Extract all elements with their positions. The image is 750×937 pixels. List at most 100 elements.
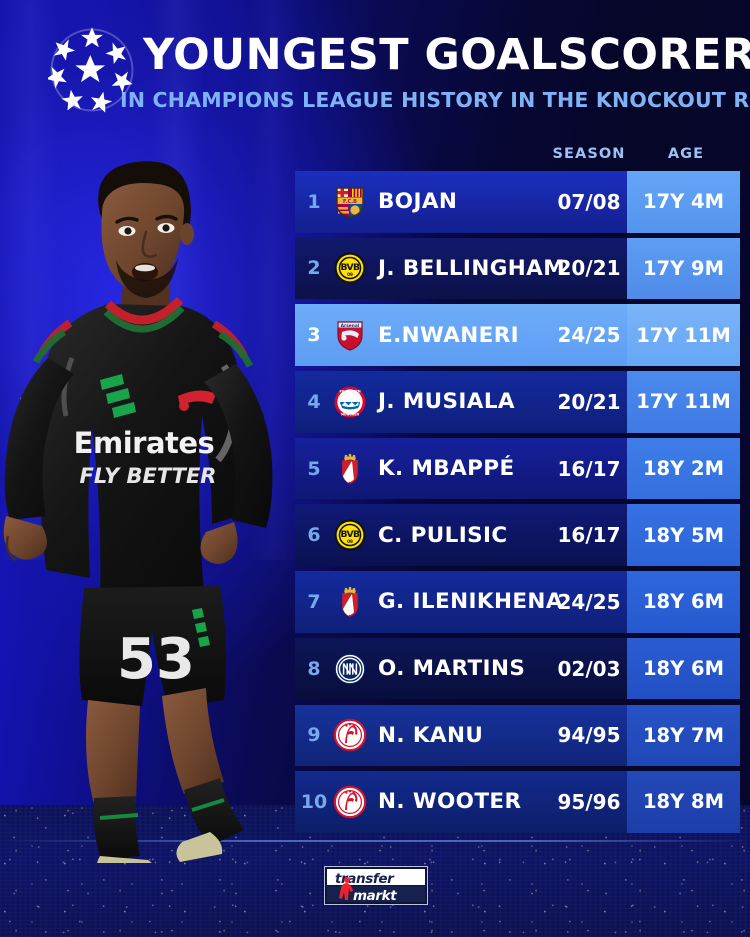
age-cell: 17Y 11M <box>627 304 740 366</box>
age-cell: 17Y 4M <box>627 171 740 233</box>
ajax-crest-icon <box>333 785 367 819</box>
uefa-champions-league-starball-icon <box>48 27 136 114</box>
table-row[interactable]: 9 N. KANU 94/95 18Y 7M <box>295 704 740 766</box>
season-value: 94/95 <box>557 723 621 748</box>
row-main-cell: 1 F.C.B BOJAN 07/08 <box>295 171 627 233</box>
age-value: 18Y 8M <box>642 790 725 814</box>
table-column-headers: SEASON AGE <box>0 146 750 170</box>
table-row[interactable]: 1 F.C.B BOJAN 07/08 17Y 4M <box>295 171 740 233</box>
ajax-crest-icon <box>333 718 367 752</box>
svg-text:BVB: BVB <box>341 529 361 540</box>
row-main-cell: 6 BVB 09 C. PULISIC 16/17 <box>295 504 627 566</box>
table-row[interactable]: 4 FC BAYERN MÜNCHEN J. MUSIALA 20/21 17Y 11… <box>295 371 740 433</box>
age-value: 17Y 4M <box>642 190 725 214</box>
svg-text:09: 09 <box>347 539 353 544</box>
age-cell: 18Y 6M <box>627 637 740 700</box>
row-main-cell: 2 BVB 09 J. BELLINGHAM 20/21 <box>295 237 627 300</box>
age-value: 18Y 2M <box>642 457 725 480</box>
season-value: 02/03 <box>557 656 621 681</box>
barcelona-crest-icon: F.C.B <box>333 185 367 219</box>
svg-text:BVB: BVB <box>341 262 361 273</box>
dortmund-bvb-icon: BVB 09 <box>333 518 367 552</box>
player-photo: Emirates FLY BETTER 53 <box>3 161 273 863</box>
rank-number: 6 <box>307 524 321 547</box>
player-name: C. PULISIC <box>378 522 508 548</box>
row-main-cell: 3 Arsenal E.NWANERI 24/25 <box>295 304 627 366</box>
age-value: 18Y 6M <box>642 657 725 681</box>
table-row[interactable]: 7 G. ILENIKHENA 24/25 18Y 6M <box>295 571 740 633</box>
svg-text:09: 09 <box>347 272 353 277</box>
season-value: 20/21 <box>557 389 621 414</box>
rank-number: 5 <box>307 457 321 480</box>
logo-word-markt: markt <box>353 887 397 904</box>
logo-word-transfer: transfer <box>335 870 394 887</box>
row-main-cell: 8 O. MARTINS 02/03 <box>295 637 627 700</box>
rank-number: 8 <box>307 657 321 680</box>
svg-text:53: 53 <box>117 627 195 692</box>
logo-player-figure-icon <box>339 877 353 900</box>
season-value: 16/17 <box>557 523 621 548</box>
table-row[interactable]: 2 BVB 09 J. BELLINGHAM 20/21 17Y 9M <box>295 237 740 300</box>
age-cell: 17Y 11M <box>627 371 740 433</box>
crowd-separator-line <box>0 840 750 842</box>
svg-text:FLY BETTER: FLY BETTER <box>80 464 217 488</box>
column-header-age: AGE <box>667 146 705 162</box>
rank-number: 9 <box>307 724 321 747</box>
age-value: 18Y 7M <box>642 723 725 747</box>
header: YOUNGEST GOALSCORERS IN CHAMPIONS LEAGUE… <box>0 0 750 128</box>
rank-number: 10 <box>300 790 328 813</box>
table-row[interactable]: 5 K. MBAPPÉ 16/17 18Y 2M <box>295 437 740 500</box>
player-name: N. WOOTER <box>378 789 522 815</box>
player-name: J. MUSIALA <box>378 389 515 415</box>
season-value: 16/17 <box>557 456 621 481</box>
age-value: 18Y 6M <box>642 590 725 614</box>
age-cell: 18Y 5M <box>627 504 740 566</box>
age-cell: 18Y 2M <box>627 437 740 500</box>
transfermarkt-logo-icon: transfer markt <box>324 866 428 905</box>
logo-top-band: transfer <box>327 869 425 887</box>
row-main-cell: 9 N. KANU 94/95 <box>295 704 627 766</box>
row-main-cell: 7 G. ILENIKHENA 24/25 <box>295 571 627 633</box>
table-row[interactable]: 6 BVB 09 C. PULISIC 16/17 18Y 5M <box>295 504 740 566</box>
rank-number: 3 <box>307 324 321 347</box>
rank-number: 7 <box>307 590 321 613</box>
arsenal-crest-icon: Arsenal <box>333 318 367 352</box>
svg-text:FC BAYERN: FC BAYERN <box>339 389 360 393</box>
player-name: E.NWANERI <box>378 322 520 348</box>
rank-number: 4 <box>307 390 321 413</box>
season-value: 24/25 <box>557 589 621 614</box>
svg-text:F.C.B: F.C.B <box>343 199 357 205</box>
age-value: 17Y 9M <box>642 256 725 280</box>
age-cell: 18Y 6M <box>627 571 740 633</box>
row-main-cell: 10 N. WOOTER 95/96 <box>295 771 627 833</box>
season-value: 95/96 <box>557 789 621 814</box>
page-subtitle: IN CHAMPIONS LEAGUE HISTORY IN THE KNOCK… <box>120 88 750 112</box>
ranking-table: 1 F.C.B BOJAN 07/08 17Y 4M 2 BVB 09 J. BELLI… <box>295 171 740 838</box>
player-name: G. ILENIKHENA <box>378 589 563 615</box>
player-name: J. BELLINGHAM <box>378 255 565 281</box>
monaco-crest-icon <box>333 452 367 486</box>
dortmund-bvb-icon: BVB 09 <box>333 251 367 285</box>
bayern-munich-icon: FC BAYERN MÜNCHEN <box>333 385 367 419</box>
rank-number: 1 <box>307 190 321 213</box>
age-value: 17Y 11M <box>636 390 731 414</box>
player-name: N. KANU <box>378 722 484 748</box>
svg-text:Emirates: Emirates <box>74 426 215 460</box>
table-row[interactable]: 8 O. MARTINS 02/03 18Y 6M <box>295 637 740 700</box>
season-value: 20/21 <box>557 256 621 281</box>
player-name: BOJAN <box>378 189 458 215</box>
age-cell: 18Y 8M <box>627 771 740 833</box>
season-value: 07/08 <box>557 189 621 214</box>
row-main-cell: 4 FC BAYERN MÜNCHEN J. MUSIALA 20/21 <box>295 371 627 433</box>
table-row[interactable]: 10 N. WOOTER 95/96 18Y 8M <box>295 771 740 833</box>
player-name: O. MARTINS <box>378 656 526 682</box>
age-value: 17Y 11M <box>636 323 731 347</box>
season-value: 24/25 <box>557 323 621 348</box>
age-cell: 17Y 9M <box>627 237 740 300</box>
svg-text:Arsenal: Arsenal <box>341 323 360 329</box>
table-row[interactable]: 3 Arsenal E.NWANERI 24/25 17Y 11M <box>295 304 740 366</box>
rank-number: 2 <box>307 257 321 280</box>
monaco-crest-icon <box>333 585 367 619</box>
row-main-cell: 5 K. MBAPPÉ 16/17 <box>295 437 627 500</box>
